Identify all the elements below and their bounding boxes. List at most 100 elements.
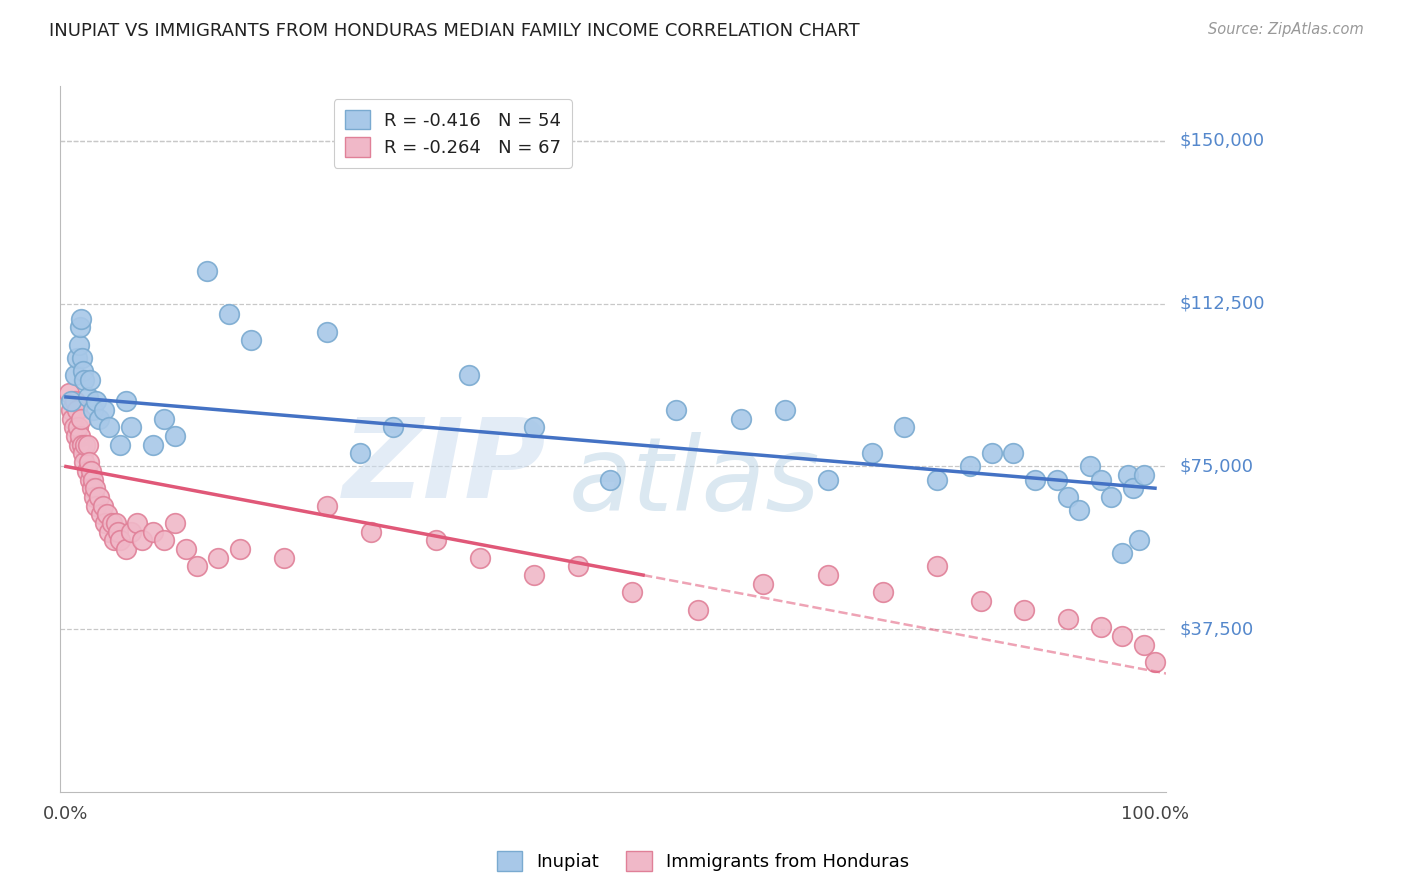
Point — [72, 364, 94, 378]
Point — [91, 499, 114, 513]
Point — [817, 473, 839, 487]
Point — [599, 473, 621, 487]
Point — [872, 585, 894, 599]
Point — [1090, 620, 1112, 634]
Point — [1090, 473, 1112, 487]
Legend: R = -0.416   N = 54, R = -0.264   N = 67: R = -0.416 N = 54, R = -0.264 N = 67 — [333, 99, 572, 168]
Point — [927, 559, 949, 574]
Point — [63, 394, 86, 409]
Point — [1128, 533, 1150, 548]
Point — [773, 403, 796, 417]
Point — [142, 524, 165, 539]
Point — [77, 455, 100, 469]
Point — [665, 403, 688, 417]
Point — [1099, 490, 1122, 504]
Point — [70, 351, 93, 365]
Point — [970, 594, 993, 608]
Point — [240, 334, 263, 348]
Point — [1046, 473, 1069, 487]
Point — [817, 568, 839, 582]
Point — [114, 394, 136, 409]
Point — [94, 516, 117, 530]
Text: atlas: atlas — [569, 432, 821, 532]
Point — [730, 411, 752, 425]
Point — [87, 411, 110, 425]
Point — [120, 524, 142, 539]
Point — [107, 524, 129, 539]
Point — [70, 311, 93, 326]
Point — [69, 320, 91, 334]
Point — [959, 459, 981, 474]
Point — [316, 325, 339, 339]
Point — [1111, 629, 1133, 643]
Point — [79, 373, 101, 387]
Point — [84, 481, 107, 495]
Point — [82, 403, 104, 417]
Point — [86, 394, 108, 409]
Point — [1133, 638, 1156, 652]
Point — [73, 455, 96, 469]
Text: Source: ZipAtlas.com: Source: ZipAtlas.com — [1208, 22, 1364, 37]
Point — [90, 508, 112, 522]
Point — [87, 490, 110, 504]
Point — [163, 516, 186, 530]
Point — [125, 516, 148, 530]
Text: $37,500: $37,500 — [1180, 620, 1253, 639]
Point — [142, 438, 165, 452]
Point — [860, 446, 883, 460]
Point — [104, 516, 127, 530]
Point — [75, 438, 97, 452]
Text: $150,000: $150,000 — [1180, 132, 1264, 150]
Point — [76, 464, 98, 478]
Point — [98, 524, 121, 539]
Point — [174, 541, 197, 556]
Point — [567, 559, 589, 574]
Point — [163, 429, 186, 443]
Point — [67, 438, 90, 452]
Point — [927, 473, 949, 487]
Point — [66, 420, 89, 434]
Point — [1024, 473, 1046, 487]
Point — [1111, 546, 1133, 560]
Point — [72, 446, 94, 460]
Point — [80, 481, 103, 495]
Point — [893, 420, 915, 434]
Point — [69, 429, 91, 443]
Text: ZIP: ZIP — [343, 414, 547, 521]
Point — [752, 576, 775, 591]
Point — [100, 516, 122, 530]
Point — [79, 473, 101, 487]
Legend: Inupiat, Immigrants from Honduras: Inupiat, Immigrants from Honduras — [489, 844, 917, 879]
Point — [360, 524, 382, 539]
Point — [131, 533, 153, 548]
Point — [96, 508, 118, 522]
Point — [197, 264, 219, 278]
Point — [273, 550, 295, 565]
Point — [98, 420, 121, 434]
Point — [229, 541, 252, 556]
Point — [381, 420, 404, 434]
Point — [60, 403, 83, 417]
Point — [93, 403, 115, 417]
Point — [103, 533, 125, 548]
Point — [1143, 655, 1166, 669]
Point — [425, 533, 447, 548]
Point — [76, 438, 98, 452]
Point — [58, 385, 80, 400]
Point — [1122, 481, 1144, 495]
Point — [1014, 603, 1036, 617]
Point — [1002, 446, 1025, 460]
Point — [621, 585, 644, 599]
Text: $75,000: $75,000 — [1180, 458, 1253, 475]
Point — [80, 464, 103, 478]
Point — [70, 438, 93, 452]
Point — [73, 373, 96, 387]
Point — [86, 499, 108, 513]
Point — [468, 550, 491, 565]
Point — [83, 490, 105, 504]
Point — [110, 438, 132, 452]
Point — [1057, 490, 1080, 504]
Point — [218, 307, 240, 321]
Point — [1057, 611, 1080, 625]
Point — [66, 351, 89, 365]
